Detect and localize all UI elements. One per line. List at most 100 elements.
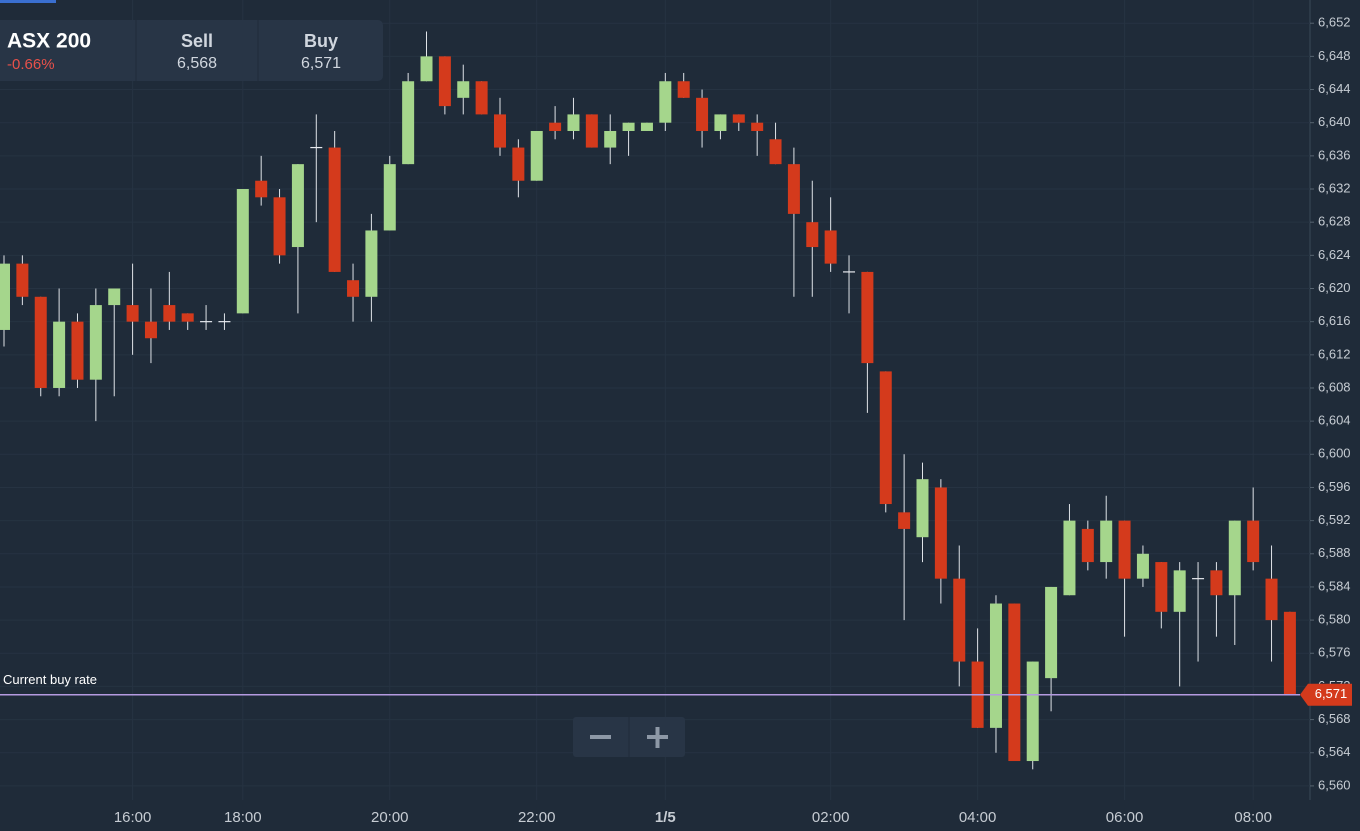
instrument-name: ASX 200 [7,30,91,53]
y-tick-label: 6,576 [1318,645,1351,660]
body [475,81,488,115]
body [787,164,800,214]
body [677,81,690,98]
sell-label[interactable]: Sell [181,31,213,51]
y-tick-label: 6,600 [1318,446,1351,461]
zoom-control [573,717,685,757]
body [806,222,819,248]
body [604,130,617,148]
body [640,122,653,131]
y-tick-label: 6,636 [1318,147,1351,162]
body [1210,570,1223,596]
y-tick-label: 6,560 [1318,777,1351,792]
y-tick-label: 6,564 [1318,744,1351,759]
body [236,189,249,314]
x-tick-label: 08:00 [1234,809,1272,826]
body [144,321,157,339]
x-tick-label: 18:00 [224,809,262,826]
body [438,56,451,107]
body [493,114,506,148]
body [34,296,47,388]
body [714,114,727,131]
body [1045,586,1058,679]
y-tick-label: 6,584 [1318,578,1351,593]
body [953,578,966,662]
x-tick-label: 22:00 [518,809,556,826]
body [1265,578,1278,621]
body [549,122,562,131]
body [879,371,892,505]
y-tick-label: 6,620 [1318,280,1351,295]
current-rate-label: Current buy rate [3,672,97,687]
body [1100,520,1113,563]
body [1283,611,1296,695]
body [622,122,635,131]
instrument-panel[interactable]: ASX 200 -0.66% Sell 6,568 Buy 6,571 [0,20,383,81]
body [181,313,194,322]
body [1008,603,1021,762]
sell-price[interactable]: 6,568 [177,55,217,72]
body [89,305,102,380]
body [861,271,874,364]
body [824,230,837,264]
y-tick-label: 6,608 [1318,379,1351,394]
body [126,305,139,322]
body [916,479,929,538]
body [696,97,709,131]
x-tick-label: 1/5 [655,809,676,826]
y-tick-label: 6,628 [1318,214,1351,229]
buy-price[interactable]: 6,571 [301,55,341,72]
x-tick-label: 16:00 [114,809,152,826]
tab-indicator [0,0,56,3]
x-tick-label: 02:00 [812,809,850,826]
y-tick-label: 6,588 [1318,545,1351,560]
body [1081,528,1094,563]
body [255,180,268,198]
body [512,147,525,181]
body [1063,520,1076,596]
y-tick-label: 6,596 [1318,479,1351,494]
body [1228,520,1241,596]
body [751,122,764,131]
body [1155,562,1168,612]
body [328,147,341,272]
body [898,512,911,529]
y-tick-label: 6,592 [1318,512,1351,527]
y-tick-label: 6,648 [1318,48,1351,63]
body [273,197,286,256]
zoom-out[interactable] [573,717,629,757]
current-rate-value: 6,571 [1315,686,1348,701]
y-tick-label: 6,612 [1318,346,1351,361]
x-tick-label: 04:00 [959,809,997,826]
candles [0,31,1300,770]
buy-label[interactable]: Buy [304,31,338,51]
body [769,139,782,165]
zoom-in[interactable] [629,717,685,757]
body [1247,520,1260,563]
body [732,114,745,123]
body [1026,661,1039,762]
body [1136,553,1149,579]
x-tick-label: 06:00 [1106,809,1144,826]
body [420,56,433,82]
y-tick-label: 6,624 [1318,247,1351,262]
y-tick-label: 6,644 [1318,81,1351,96]
y-tick-label: 6,640 [1318,114,1351,129]
y-tick-label: 6,568 [1318,711,1351,726]
body [347,280,360,297]
body [163,305,176,322]
body [989,603,1002,728]
labels: 6,5606,5646,5686,5726,5766,5806,5846,588… [3,15,1352,826]
body [567,114,580,131]
body [1173,570,1186,612]
body [108,288,121,306]
body [402,81,415,165]
body [365,230,378,297]
body [530,130,543,181]
y-tick-label: 6,616 [1318,313,1351,328]
body [934,487,947,579]
body [16,263,29,297]
